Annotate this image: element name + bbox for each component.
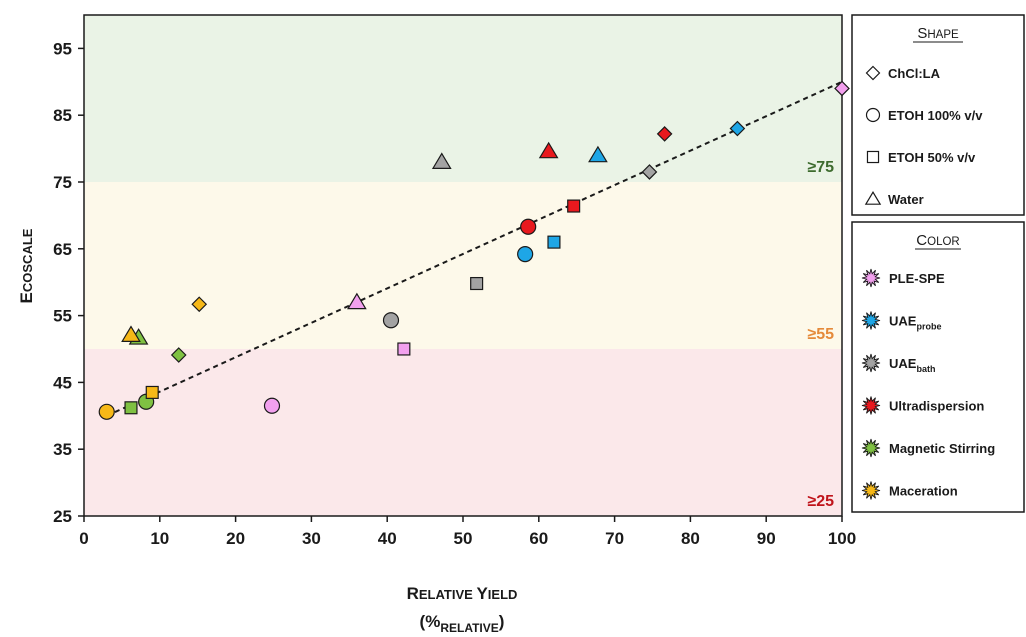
color-legend-label: PLE-SPE <box>889 271 945 286</box>
y-tick-label: 95 <box>53 39 72 58</box>
data-point-diamond <box>834 80 850 97</box>
color-legend-box <box>851 221 1025 513</box>
color-legend-label: UAEbath <box>889 356 935 374</box>
y-tick-label: 35 <box>53 440 72 459</box>
color-legend-title: COLOR <box>916 232 959 249</box>
shape-legend-box <box>851 14 1025 216</box>
zones-layer: ≥75 ≥55 ≥25 <box>84 15 842 516</box>
color-legend: COLOR PLE-SPE UAEprobe UAEbath Ultradispers… <box>851 221 1025 513</box>
legend-square-icon <box>866 150 880 164</box>
shape-legend: SHAPE ChCl:LA ETOH 100% v/v ETOH 50% v/v Wa… <box>851 14 1025 216</box>
data-point-circle <box>382 312 400 329</box>
y-tick-label: 75 <box>53 173 72 192</box>
x-tick-label: 0 <box>79 529 88 548</box>
data-point-diamond <box>191 296 208 313</box>
color-legend-label: Maceration <box>889 484 958 499</box>
data-point-circle <box>517 246 534 263</box>
color-swatch-starburst-icon <box>861 311 881 330</box>
color-swatch-starburst-icon <box>861 268 881 288</box>
zone-band-1 <box>84 182 842 349</box>
data-point-square <box>547 235 561 249</box>
data-point-square <box>470 276 484 291</box>
x-tick-label: 100 <box>828 529 856 548</box>
data-point-diamond <box>656 126 673 142</box>
x-tick-label: 10 <box>150 529 169 548</box>
zone-label-0: ≥75 <box>807 159 834 176</box>
x-axis-unit: (%RELATIVE) <box>420 612 505 635</box>
x-tick-label: 40 <box>378 529 397 548</box>
x-tick-label: 80 <box>681 529 700 548</box>
zone-label-1: ≥55 <box>807 326 834 343</box>
shape-legend-label: ETOH 50% v/v <box>888 150 976 165</box>
legend-triangle-icon <box>864 191 882 205</box>
y-axis-title: ECOSCALE <box>17 228 36 303</box>
y-tick-label: 85 <box>53 106 72 125</box>
data-point-circle <box>263 397 281 414</box>
data-point-triangle <box>538 141 559 159</box>
ticks-layer: 0 10 20 30 40 50 60 70 80 90 100 25 35 45 55 65 75 85 95 <box>53 39 856 548</box>
y-tick-label: 65 <box>53 240 72 259</box>
y-tick-label: 25 <box>53 507 72 526</box>
data-point-square <box>124 401 138 415</box>
data-point-diamond <box>170 347 187 363</box>
color-legend-label: UAEprobe <box>889 314 941 332</box>
data-point-triangle <box>121 325 141 342</box>
shape-legend-label: Water <box>888 192 924 207</box>
x-tick-label: 60 <box>529 529 548 548</box>
data-point-triangle <box>588 145 608 163</box>
data-point-diamond <box>641 164 658 180</box>
x-tick-label: 70 <box>605 529 624 548</box>
color-legend-label: Ultradispersion <box>889 399 984 414</box>
data-point-square <box>145 385 159 399</box>
points-layer <box>98 80 850 420</box>
color-swatch-starburst-icon <box>861 353 881 373</box>
x-axis-title: RELATIVE YIELD <box>407 584 518 603</box>
shape-legend-title: SHAPE <box>917 25 959 42</box>
data-point-triangle <box>347 292 367 310</box>
x-tick-label: 30 <box>302 529 321 548</box>
zone-band-2 <box>84 349 842 516</box>
color-swatch-starburst-icon <box>861 396 881 415</box>
data-point-square <box>567 199 581 213</box>
y-tick-label: 45 <box>53 373 72 392</box>
shape-legend-label: ChCl:LA <box>888 66 941 81</box>
y-tick-label: 55 <box>53 307 72 326</box>
color-legend-items: PLE-SPE UAEprobe UAEbath Ultradispersion Mag… <box>861 268 995 500</box>
color-swatch-starburst-icon <box>861 481 881 500</box>
color-swatch-starburst-icon <box>861 438 881 458</box>
x-tick-label: 90 <box>757 529 776 548</box>
legend-circle-icon <box>865 107 881 123</box>
data-point-circle <box>98 403 115 420</box>
zone-label-2: ≥25 <box>807 493 834 510</box>
data-point-diamond <box>729 120 746 137</box>
data-point-triangle <box>431 152 452 169</box>
legend-diamond-icon <box>865 65 881 81</box>
color-legend-label: Magnetic Stirring <box>889 441 995 456</box>
x-tick-label: 50 <box>454 529 473 548</box>
zone-band-0 <box>84 15 842 182</box>
x-tick-label: 20 <box>226 529 245 548</box>
data-point-square <box>397 342 411 356</box>
shape-legend-items: ChCl:LA ETOH 100% v/v ETOH 50% v/v Water <box>864 65 983 207</box>
data-point-circle <box>520 218 537 235</box>
shape-legend-label: ETOH 100% v/v <box>888 108 983 123</box>
